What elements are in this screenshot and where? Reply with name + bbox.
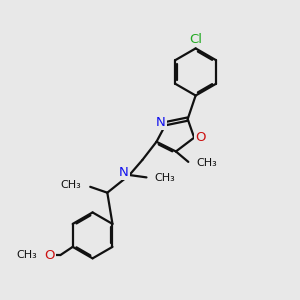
Text: Cl: Cl [190, 33, 203, 46]
Text: O: O [195, 130, 206, 143]
Text: CH₃: CH₃ [16, 250, 38, 260]
Text: CH₃: CH₃ [61, 180, 81, 190]
Text: CH₃: CH₃ [196, 158, 217, 168]
Text: CH₃: CH₃ [155, 173, 176, 183]
Text: N: N [156, 116, 166, 128]
Text: O: O [44, 249, 55, 262]
Text: N: N [118, 166, 128, 179]
